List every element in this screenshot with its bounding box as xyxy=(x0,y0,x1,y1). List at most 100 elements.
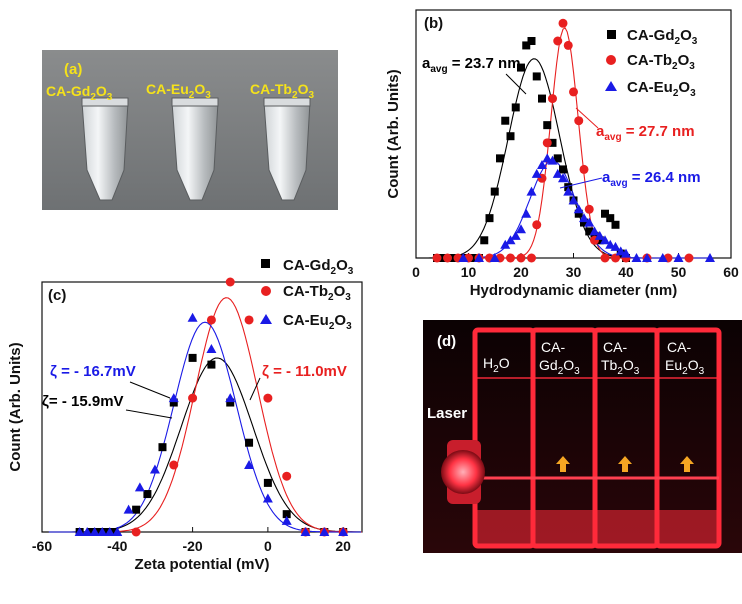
annotation-c-tb-arrow xyxy=(249,377,261,401)
panel-d-label: (d) xyxy=(437,333,456,350)
b-point-2 xyxy=(474,253,484,262)
panel-b: 0 10 20 30 40 50 60 Hydrodynamic diameter (nm) C… xyxy=(376,2,742,314)
panel-a: (a) CA-Gd2O3 CA-Eu2O3 CA-Tb2O3 xyxy=(42,50,338,210)
b-point-0 xyxy=(527,37,536,45)
b-point-2 xyxy=(458,253,469,262)
b-point-2 xyxy=(705,253,715,262)
cuvette-label-h2o: H2O xyxy=(483,355,510,375)
b-point-2 xyxy=(579,213,589,223)
annotation-b-eu: aavg = 26.4 nm xyxy=(602,169,701,189)
c-point-2 xyxy=(123,504,134,514)
c-xtick-label: 0 xyxy=(264,538,272,554)
b-point-0 xyxy=(522,41,531,50)
c-ylabel: Count (Arb. Units) xyxy=(7,342,24,471)
c-fit-1 xyxy=(70,297,362,533)
c-point-2 xyxy=(134,482,145,492)
cuvettes-photo: (d) Laser H2O CA- Gd2O3 CA- Tb2O3 CA- Eu… xyxy=(423,320,742,553)
b-point-2 xyxy=(584,217,595,227)
legend-b-tb: CA-Tb2O3 xyxy=(627,52,695,72)
c-point-0 xyxy=(102,528,110,536)
b-point-2 xyxy=(673,253,684,262)
c-point-2 xyxy=(89,527,100,536)
b-point-1 xyxy=(432,253,442,263)
b-point-1 xyxy=(611,253,620,263)
b-point-2 xyxy=(568,195,579,205)
b-point-0 xyxy=(469,254,478,262)
b-point-2 xyxy=(600,235,610,245)
c-point-2 xyxy=(97,527,108,536)
c-point-0 xyxy=(143,490,152,499)
b-point-0 xyxy=(553,154,562,163)
legend-c-gd: CA-Gd2O3 xyxy=(283,257,354,277)
legend-c: CA-Gd2O3 CA-Tb2O3 CA-Eu2O3 xyxy=(260,257,354,332)
vials-photo: (a) CA-Gd2O3 CA-Eu2O3 CA-Tb2O3 xyxy=(42,50,338,210)
legend-b-eu: CA-Eu2O3 xyxy=(627,79,696,99)
b-point-0 xyxy=(517,63,525,72)
annotation-b-gd: aavg = 23.7 nm xyxy=(422,55,521,75)
c-point-2 xyxy=(149,464,160,474)
annotation-c-gd: ζ= - 15.9mV xyxy=(42,393,124,410)
cuvette-label-eu-line1: CA- xyxy=(667,339,691,355)
annotation-c-eu: ζ = - 16.7mV xyxy=(50,363,136,380)
legend-c-eu: CA-Eu2O3 xyxy=(283,312,352,332)
c-xtick-label: -40 xyxy=(107,538,127,554)
b-point-2 xyxy=(605,239,616,249)
c-point-1 xyxy=(244,315,254,325)
vial-label-tb: CA-Tb2O3 xyxy=(250,81,314,101)
annotation-c-gd-arrow xyxy=(125,409,173,419)
c-point-2 xyxy=(168,393,179,403)
b-point-0 xyxy=(501,116,510,125)
panel-c: -60 -40 -20 0 20 Zeta potential (mV) Count (Ar… xyxy=(0,248,376,599)
legend-b: CA-Gd2O3 CA-Tb2O3 CA-Eu2O3 xyxy=(605,27,698,99)
b-point-0 xyxy=(548,138,557,147)
b-point-0 xyxy=(580,218,588,227)
c-point-0 xyxy=(245,438,254,447)
c-xtick-label: -20 xyxy=(182,538,202,554)
annotation-c-eu-arrow xyxy=(129,381,171,399)
b-point-2 xyxy=(573,204,584,214)
b-xtick-label: 30 xyxy=(566,264,582,280)
b-point-1 xyxy=(542,138,552,148)
c-point-2 xyxy=(112,527,123,536)
b-point-2 xyxy=(537,160,547,169)
vial-3 xyxy=(263,97,311,201)
c-point-2 xyxy=(74,527,85,536)
c-point-0 xyxy=(94,528,103,536)
c-point-2 xyxy=(262,493,273,503)
b-point-0 xyxy=(506,132,515,141)
laser-label: Laser xyxy=(427,405,467,422)
b-point-0 xyxy=(606,214,615,223)
legend-c-marker-gd xyxy=(261,259,270,268)
b-point-2 xyxy=(563,186,574,196)
b-point-2 xyxy=(589,226,600,236)
b-point-0 xyxy=(611,220,620,229)
arrow-gd-icon xyxy=(556,456,570,472)
arrow-tb-icon xyxy=(618,456,632,472)
legend-b-marker-gd xyxy=(607,30,616,39)
chart-zeta: -60 -40 -20 0 20 Zeta potential (mV) Count (Ar… xyxy=(7,257,363,573)
b-point-1 xyxy=(558,18,568,28)
b-point-0 xyxy=(448,254,457,262)
legend-b-gd: CA-Gd2O3 xyxy=(627,27,698,47)
b-point-1 xyxy=(584,204,594,214)
b-point-1 xyxy=(443,253,452,263)
c-fit-0 xyxy=(42,357,363,533)
b-xtick-label: 20 xyxy=(513,264,529,280)
b-point-2 xyxy=(516,224,526,234)
cuvette-label-gd-line1: CA- xyxy=(541,339,565,355)
b-point-0 xyxy=(543,121,552,130)
c-point-1 xyxy=(282,471,292,481)
b-point-2 xyxy=(621,248,631,258)
panel-d: (d) Laser H2O CA- Gd2O3 CA- Tb2O3 CA- Eu… xyxy=(423,320,742,553)
b-xlabel: Hydrodynamic diameter (nm) xyxy=(470,282,678,299)
b-point-2 xyxy=(552,168,563,178)
b-point-2 xyxy=(657,253,668,262)
b-point-2 xyxy=(615,246,626,256)
b-ylabel: Count (Arb. Units) xyxy=(385,69,402,198)
b-point-1 xyxy=(553,36,563,46)
b-point-0 xyxy=(559,165,567,174)
cuvette-label-eu-line2: Eu2O3 xyxy=(665,357,705,377)
c-point-2 xyxy=(104,527,115,536)
c-point-1 xyxy=(263,393,273,403)
vial-2 xyxy=(171,97,219,201)
